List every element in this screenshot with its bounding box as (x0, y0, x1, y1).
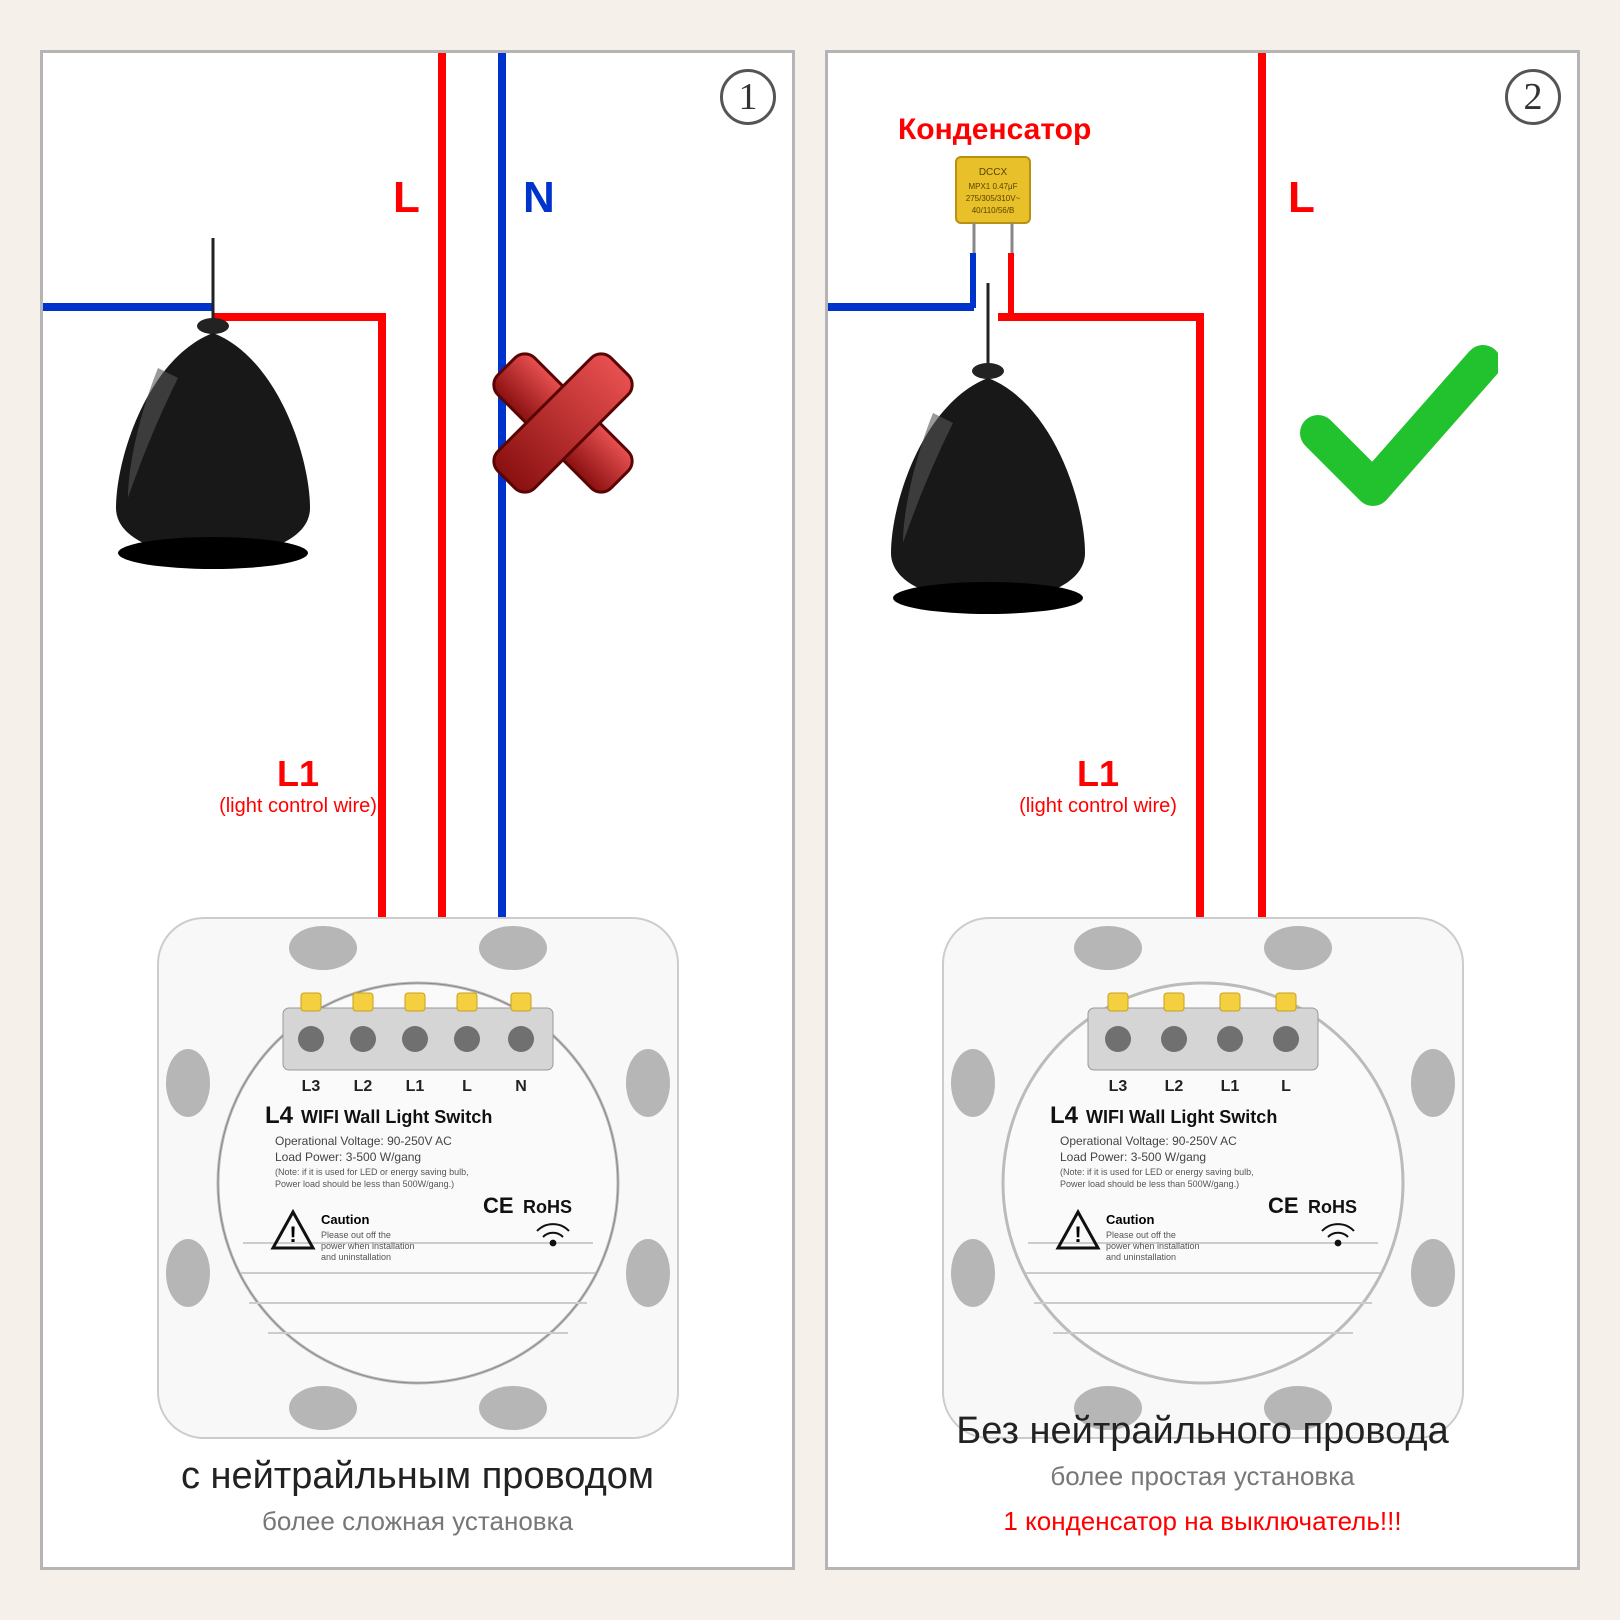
svg-text:and uninstallation: and uninstallation (1106, 1252, 1176, 1262)
svg-text:power when installation: power when installation (1106, 1241, 1200, 1251)
svg-text:Load Power: 3-500 W/gang: Load Power: 3-500 W/gang (1060, 1150, 1206, 1164)
svg-text:40/110/56/B: 40/110/56/B (972, 206, 1015, 215)
svg-text:!: ! (1074, 1222, 1081, 1247)
svg-text:Load Power: 3-500 W/gang: Load Power: 3-500 W/gang (275, 1150, 421, 1164)
svg-text:L: L (1281, 1078, 1291, 1095)
svg-text:L1: L1 (1220, 1078, 1239, 1095)
wire-L1-join (1163, 313, 1203, 321)
svg-text:L2: L2 (1164, 1078, 1183, 1095)
panel-number-badge: 2 (1505, 69, 1561, 125)
wire-L (438, 53, 446, 973)
panel-2: 2 Конденсатор DCCX MPX1 0.47μF 275/305/3… (825, 50, 1580, 1570)
check-icon (1298, 323, 1498, 523)
wire-L1 (1196, 313, 1204, 973)
svg-text:(Note: if it is used for LED o: (Note: if it is used for LED or energy s… (1060, 1167, 1254, 1177)
svg-text:Operational Voltage: 90-250V: Operational Voltage: 90-250V AC (1060, 1134, 1237, 1148)
svg-text:Caution: Caution (1106, 1212, 1154, 1227)
svg-text:!: ! (289, 1222, 296, 1247)
caption-1: с нейтрайльным проводом более сложная ус… (43, 1455, 792, 1537)
svg-text:Power load should be less than: Power load should be less than 500W/gang… (1060, 1179, 1239, 1189)
svg-text:Please out off the: Please out off the (1106, 1230, 1176, 1240)
svg-text:CE: CE (1268, 1193, 1299, 1218)
svg-text:power when installation: power when installation (321, 1241, 415, 1251)
switch-module: L3 L2 L1 L L4 WIFI Wall Light Switch Opera… (938, 913, 1468, 1448)
label-L1: L1 (light control wire) (198, 753, 398, 818)
caption-sub: более простая установка (828, 1461, 1577, 1492)
caption-main: Без нейтрайльного провода (828, 1410, 1577, 1453)
lamp-icon (873, 283, 1103, 628)
caption-note: 1 конденсатор на выключатель!!! (828, 1506, 1577, 1537)
svg-text:N: N (515, 1078, 527, 1095)
svg-text:L: L (462, 1078, 472, 1095)
svg-text:and uninstallation: and uninstallation (321, 1252, 391, 1262)
svg-text:(Note: if it is used for LED o: (Note: if it is used for LED or energy s… (275, 1167, 469, 1177)
caption-sub: более сложная установка (43, 1506, 792, 1537)
svg-text:L4: L4 (1050, 1102, 1079, 1129)
caption-2: Без нейтрайльного провода более простая … (828, 1410, 1577, 1537)
capacitor-icon: DCCX MPX1 0.47μF 275/305/310V~ 40/110/56… (948, 153, 1038, 268)
svg-text:L3: L3 (1108, 1078, 1127, 1095)
svg-text:RoHS: RoHS (523, 1197, 572, 1217)
svg-text:Operational Voltage: 90-250V: Operational Voltage: 90-250V AC (275, 1134, 452, 1148)
svg-text:RoHS: RoHS (1308, 1197, 1357, 1217)
label-N: N (523, 173, 555, 223)
svg-text:Power load should be less than: Power load should be less than 500W/gang… (275, 1179, 454, 1189)
wire-L1 (378, 313, 386, 973)
switch-module: L3 L2 L1 L N L4 WIFI Wall Light Switch Ope… (153, 913, 683, 1448)
label-L: L (393, 173, 420, 223)
wire-L (1258, 53, 1266, 973)
label-L1: L1 (light control wire) (998, 753, 1198, 818)
panel-number-badge: 1 (720, 69, 776, 125)
svg-text:L1: L1 (405, 1078, 424, 1095)
svg-text:Please out off the: Please out off the (321, 1230, 391, 1240)
svg-text:Caution: Caution (321, 1212, 369, 1227)
caption-main: с нейтрайльным проводом (43, 1455, 792, 1498)
svg-text:WIFI Wall Light Switch: WIFI Wall Light Switch (301, 1107, 492, 1127)
l1-sub: (light control wire) (998, 795, 1198, 818)
svg-text:L3: L3 (301, 1078, 320, 1095)
svg-text:DCCX: DCCX (979, 167, 1008, 178)
svg-text:MPX1 0.47μF: MPX1 0.47μF (968, 182, 1017, 191)
svg-text:CE: CE (483, 1193, 514, 1218)
l1-text: L1 (1077, 753, 1119, 794)
svg-text:275/305/310V~: 275/305/310V~ (966, 194, 1021, 203)
label-L: L (1288, 173, 1315, 223)
l1-text: L1 (277, 753, 319, 794)
capacitor-label: Конденсатор (898, 113, 1091, 147)
l1-sub: (light control wire) (198, 795, 398, 818)
panel-1: 1 L N L1 (light control wire) (40, 50, 795, 1570)
svg-text:L4: L4 (265, 1102, 294, 1129)
cross-icon (473, 333, 653, 513)
lamp-icon (98, 238, 328, 583)
svg-text:L2: L2 (353, 1078, 372, 1095)
svg-text:WIFI Wall Light Switch: WIFI Wall Light Switch (1086, 1107, 1277, 1127)
